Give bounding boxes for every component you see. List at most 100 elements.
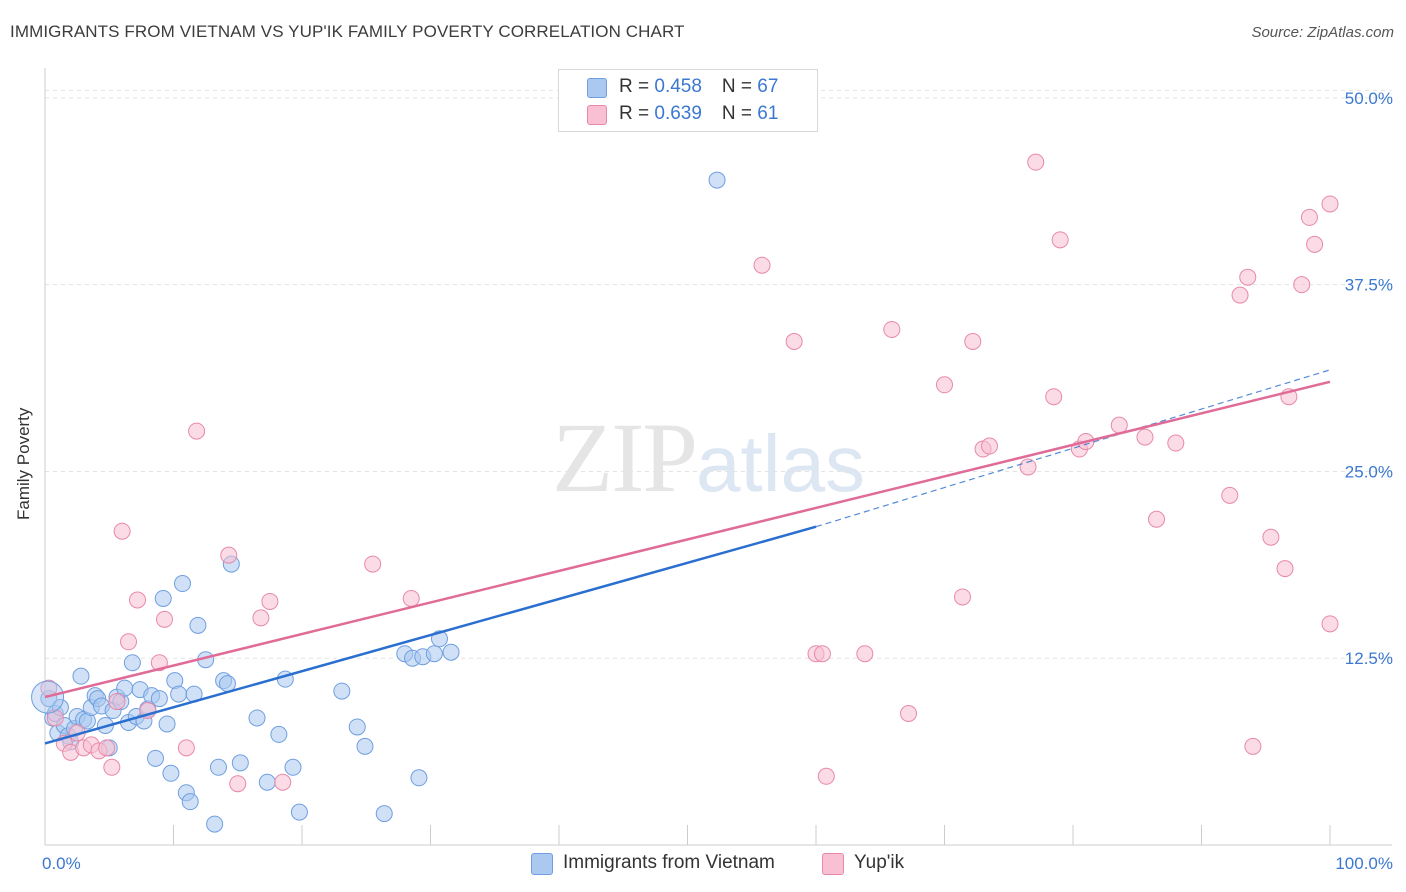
point-yupik-38 (980, 437, 998, 455)
point-yupik-33 (900, 705, 918, 723)
point-vietnam-10 (72, 667, 90, 685)
data-points (31, 153, 1339, 833)
point-yupik-54 (1276, 560, 1294, 578)
point-vietnam-46 (218, 675, 236, 693)
point-vietnam-31 (150, 690, 168, 708)
point-vietnam-48 (231, 754, 249, 772)
point-yupik-46 (1136, 428, 1154, 446)
legend-text-yupik: R = 0.639 N = 61 (619, 103, 779, 124)
point-yupik-8 (98, 739, 116, 757)
y-axis-label: Family Poverty (14, 407, 33, 520)
chart-title: IMMIGRANTS FROM VIETNAM VS YUP'IK FAMILY… (10, 22, 685, 41)
point-yupik-26 (753, 256, 771, 274)
point-vietnam-32 (154, 589, 172, 607)
point-vietnam-50 (258, 773, 276, 791)
point-yupik-11 (113, 522, 131, 540)
point-yupik-30 (817, 767, 835, 785)
point-yupik-59 (1321, 615, 1339, 633)
point-yupik-57 (1300, 208, 1318, 226)
point-yupik-29 (813, 645, 831, 663)
bottom-legend-swatch-vietnam (531, 853, 553, 875)
watermark-atlas: atlas (696, 419, 865, 508)
x-tick-label-0: 0.0% (42, 854, 81, 873)
point-yupik-15 (150, 654, 168, 672)
legend-swatch-vietnam (587, 78, 607, 98)
legend-n-value-vietnam: 67 (757, 76, 779, 97)
point-vietnam-54 (290, 803, 308, 821)
y-tick-label-1: 25.0% (1345, 462, 1393, 481)
point-yupik-19 (220, 546, 238, 564)
point-yupik-20 (229, 775, 247, 793)
point-vietnam-36 (170, 685, 188, 703)
point-vietnam-49 (248, 709, 266, 727)
point-yupik-22 (261, 592, 279, 610)
point-yupik-56 (1293, 276, 1311, 294)
point-vietnam-51 (270, 725, 288, 743)
legend-n-value-yupik: 61 (757, 103, 779, 124)
y-tick-label-3: 50.0% (1345, 89, 1393, 108)
point-yupik-49 (1221, 486, 1239, 504)
point-vietnam-55 (333, 682, 351, 700)
point-vietnam-61 (410, 769, 428, 787)
x-tick-label-1: 100.0% (1335, 854, 1393, 873)
point-yupik-47 (1148, 510, 1166, 528)
tick-labels: 12.5% 25.0% 37.5% 50.0% 0.0% 100.0% (42, 89, 1393, 873)
point-yupik-41 (1045, 388, 1063, 406)
point-vietnam-58 (375, 805, 393, 823)
point-yupik-16 (156, 610, 174, 628)
point-yupik-32 (883, 320, 901, 338)
zipatlas-watermark: ZIPatlas (552, 400, 865, 515)
point-vietnam-34 (162, 764, 180, 782)
point-vietnam-30 (147, 749, 165, 767)
bottom-legend-label-yupik: Yup'ik (854, 852, 905, 873)
point-yupik-18 (188, 422, 206, 440)
point-yupik-10 (108, 693, 126, 711)
point-yupik-48 (1167, 434, 1185, 452)
point-yupik-17 (177, 739, 195, 757)
point-vietnam-63 (425, 645, 443, 663)
point-vietnam-56 (348, 718, 366, 736)
point-yupik-60 (1321, 195, 1339, 213)
point-yupik-45 (1110, 416, 1128, 434)
bottom-legend-swatch-yupik (822, 853, 844, 875)
point-vietnam-57 (356, 737, 374, 755)
point-vietnam-33 (158, 715, 176, 733)
point-yupik-34 (936, 376, 953, 394)
point-yupik-31 (856, 645, 874, 663)
point-yupik-9 (103, 758, 121, 776)
point-vietnam-44 (209, 758, 227, 776)
y-tick-label-2: 37.5% (1345, 276, 1393, 295)
point-vietnam-53 (284, 758, 302, 776)
legend-swatch-yupik (587, 105, 607, 125)
point-yupik-24 (364, 555, 382, 573)
point-vietnam-41 (189, 616, 207, 634)
legend-r-value-yupik: 0.639 (654, 103, 702, 124)
point-yupik-53 (1262, 528, 1280, 546)
point-yupik-27 (785, 332, 803, 350)
bottom-legend-label-vietnam: Immigrants from Vietnam (563, 852, 775, 873)
point-yupik-50 (1231, 286, 1249, 304)
point-yupik-40 (1027, 153, 1045, 171)
correlation-legend: R = 0.458 N = 67 R = 0.639 N = 61 (558, 69, 818, 132)
trend-lines (44, 369, 1331, 745)
point-yupik-58 (1306, 235, 1324, 253)
point-yupik-12 (120, 633, 138, 651)
point-yupik-42 (1051, 231, 1069, 249)
point-yupik-21 (252, 609, 270, 627)
point-vietnam-65 (442, 643, 460, 661)
point-yupik-13 (129, 591, 147, 609)
legend-text-vietnam: R = 0.458 N = 67 (619, 76, 779, 97)
point-yupik-23 (274, 773, 292, 791)
watermark-zip: ZIP (552, 402, 698, 513)
point-vietnam-43 (206, 815, 224, 833)
y-tick-label-0: 12.5% (1345, 649, 1393, 668)
point-yupik-25 (402, 589, 420, 607)
trend-line-vietnam (44, 525, 817, 745)
point-yupik-1 (46, 709, 64, 727)
point-yupik-52 (1244, 737, 1262, 755)
point-yupik-36 (964, 332, 982, 350)
point-yupik-51 (1239, 268, 1257, 286)
point-yupik-35 (953, 588, 971, 606)
point-vietnam-37 (173, 575, 191, 593)
